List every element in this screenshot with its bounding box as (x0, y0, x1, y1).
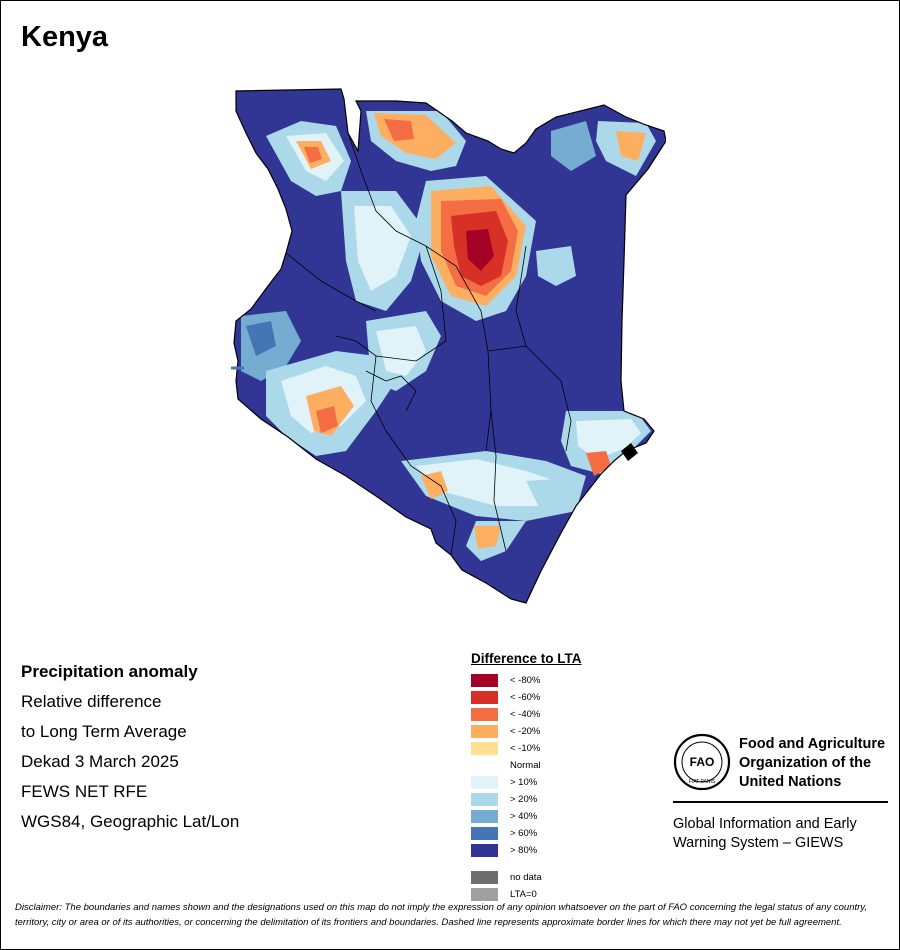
emblem-motto: FIAT PANIS (689, 779, 716, 785)
legend-item-lta0: LTA=0 (471, 886, 582, 903)
legend-swatch (471, 810, 498, 823)
legend-swatch (471, 708, 498, 721)
legend-item: > 40% (471, 808, 582, 825)
legend-label: no data (510, 872, 542, 883)
legend-label: > 60% (510, 828, 538, 839)
legend-label: > 80% (510, 845, 538, 856)
legend-swatch (471, 776, 498, 789)
legend-label: < -20% (510, 726, 541, 737)
legend-item: < -10% (471, 740, 582, 757)
map-title: Kenya (21, 21, 109, 53)
kenya-anomaly-map (231, 88, 666, 604)
legend-item: Normal (471, 757, 582, 774)
info-line: WGS84, Geographic Lat/Lon (21, 812, 240, 831)
map-legend: Difference to LTA < -80% < -60% < -40% < -2… (471, 651, 582, 903)
giews-line: Global Information and Early (673, 816, 857, 832)
legend-swatch (471, 742, 498, 755)
legend-item: > 80% (471, 842, 582, 859)
legend-swatch (471, 871, 498, 884)
disclaimer: Disclaimer: The boundaries and names sho… (15, 902, 867, 928)
giews-name: Global Information and Early Warning Sys… (673, 815, 857, 853)
legend-swatch (471, 844, 498, 857)
fao-name: Food and Agriculture Organization of the… (739, 735, 885, 792)
legend-label: > 20% (510, 794, 538, 805)
legend-item: < -40% (471, 706, 582, 723)
legend-swatch (471, 827, 498, 840)
legend-label: > 40% (510, 811, 538, 822)
legend-swatch (471, 793, 498, 806)
legend-rows: < -80% < -60% < -40% < -20% < -10% Normal > 10… (471, 672, 582, 859)
legend-swatch (471, 888, 498, 901)
legend-label: > 10% (510, 777, 538, 788)
legend-label: Normal (510, 760, 541, 771)
legend-item: < -80% (471, 672, 582, 689)
legend-item: > 10% (471, 774, 582, 791)
info-heading: Precipitation anomaly (21, 662, 198, 681)
legend-label: < -80% (510, 675, 541, 686)
legend-swatch (471, 725, 498, 738)
legend-item: < -20% (471, 723, 582, 740)
legend-item-nodata: no data (471, 869, 582, 886)
legend-item: > 20% (471, 791, 582, 808)
legend-label: < -60% (510, 692, 541, 703)
emblem-text: FAO (690, 755, 715, 769)
legend-swatch (471, 674, 498, 687)
info-line: Relative difference (21, 692, 162, 711)
legend-label: < -40% (510, 709, 541, 720)
legend-title: Difference to LTA (471, 651, 582, 666)
info-line: to Long Term Average (21, 722, 187, 741)
legend-item: > 60% (471, 825, 582, 842)
info-line: Dekad 3 March 2025 (21, 752, 179, 771)
legend-item: < -60% (471, 689, 582, 706)
fao-name-line: Food and Agriculture (739, 736, 886, 752)
info-line: FEWS NET RFE (21, 782, 148, 801)
fao-name-line: United Nations (739, 774, 842, 790)
giews-line: Warning System – GIEWS (673, 835, 844, 851)
fao-emblem-icon: FAO FIAT PANIS (673, 733, 731, 791)
legend-label: < -10% (510, 743, 541, 754)
fao-name-line: Organization of the (739, 755, 872, 771)
map-info: Precipitation anomaly Relative differenc… (21, 657, 239, 837)
legend-label: LTA=0 (510, 889, 537, 900)
legend-swatch (471, 691, 498, 704)
fao-divider (673, 801, 888, 803)
